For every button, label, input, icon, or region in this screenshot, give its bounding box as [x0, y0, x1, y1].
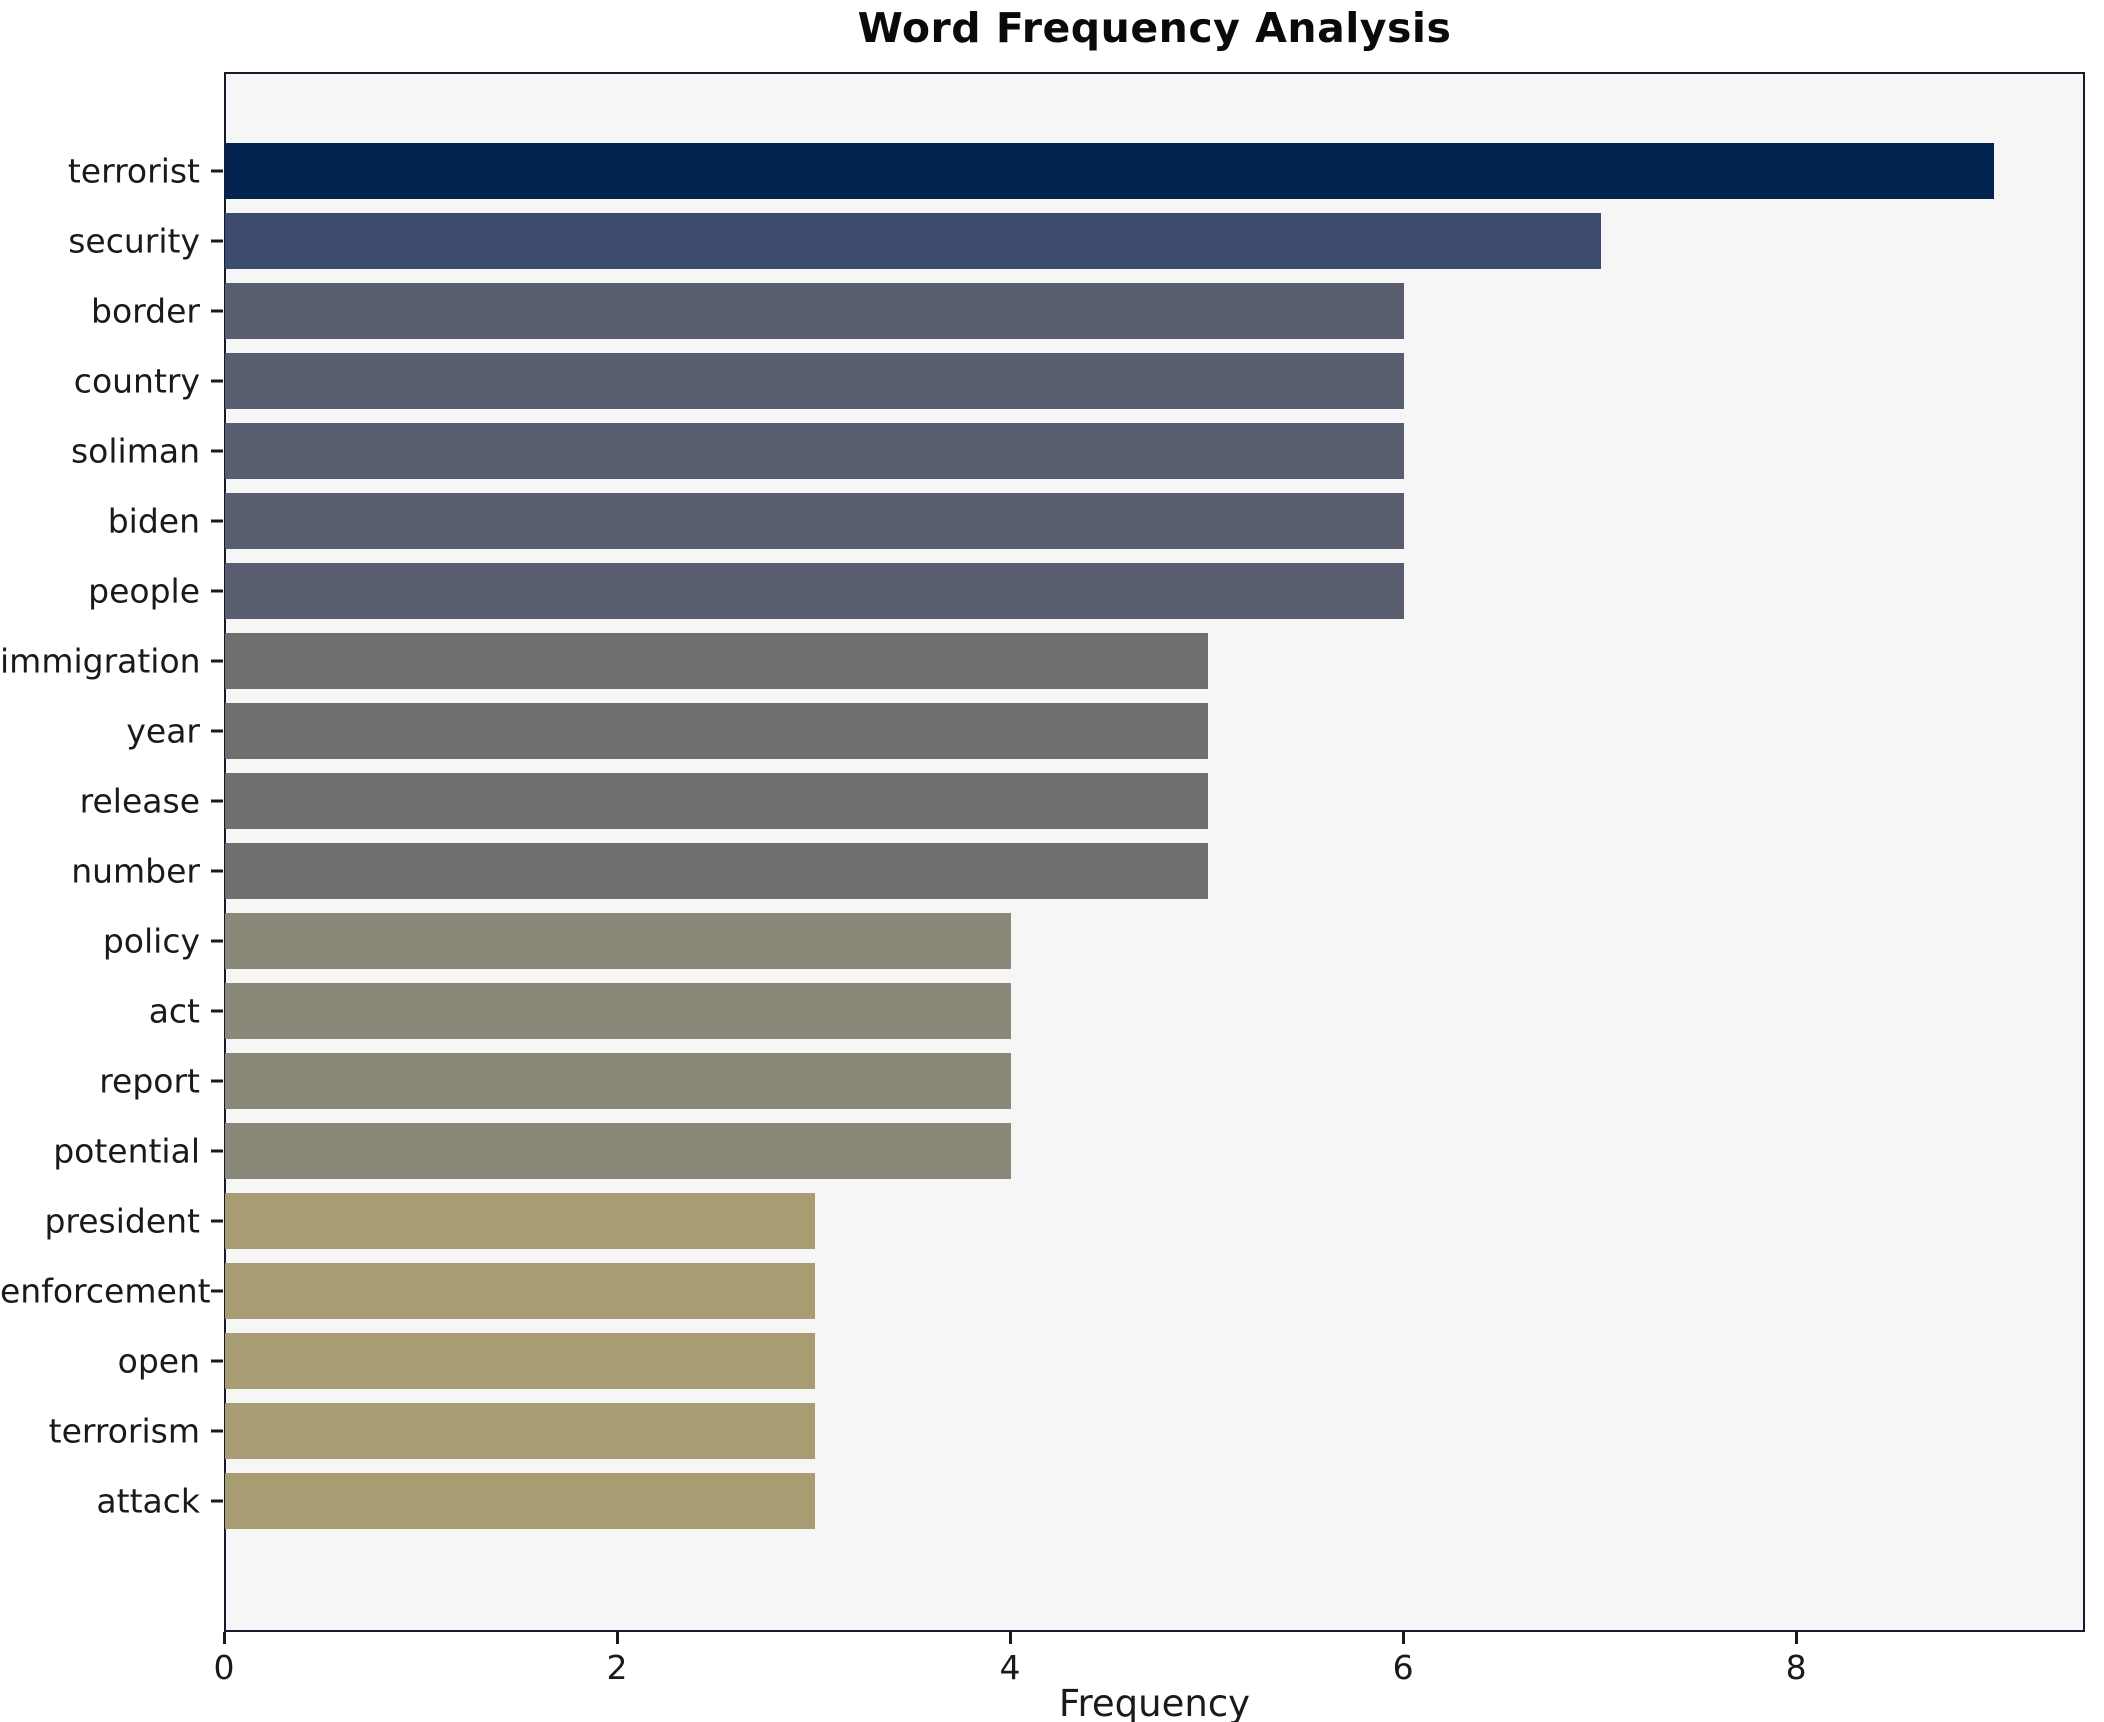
category-label: potential — [53, 1131, 200, 1171]
category-label: soliman — [70, 431, 200, 471]
y-tick-mark — [211, 1359, 223, 1363]
y-tick-mark — [211, 1499, 223, 1503]
category-label: act — [148, 991, 200, 1031]
frequency-bar — [225, 1263, 815, 1319]
frequency-bar — [225, 563, 1404, 619]
bar-row: country — [0, 346, 2104, 416]
y-tick-mark — [211, 449, 223, 453]
x-tick-label: 2 — [606, 1648, 628, 1687]
x-tick-mark — [1009, 1632, 1013, 1644]
bar-row: enforcement — [0, 1256, 2104, 1326]
x-tick-label: 8 — [1785, 1648, 1807, 1687]
bar-rows: terrorist security border country soliman bid… — [0, 136, 2104, 1536]
frequency-bar — [225, 773, 1208, 829]
category-label: country — [73, 361, 200, 401]
bar-row: report — [0, 1046, 2104, 1116]
x-tick-mark — [223, 1632, 226, 1644]
y-tick-mark — [211, 1219, 223, 1223]
category-label: people — [88, 571, 200, 611]
y-tick-mark — [211, 1149, 223, 1153]
category-label: open — [117, 1341, 200, 1381]
frequency-bar — [225, 423, 1404, 479]
category-label: border — [91, 291, 200, 331]
y-tick-mark — [211, 589, 223, 593]
frequency-bar — [225, 1473, 815, 1529]
x-tick-label: 0 — [213, 1648, 235, 1687]
category-label: policy — [102, 921, 200, 961]
category-label: biden — [107, 501, 200, 541]
y-tick-mark — [211, 1289, 223, 1293]
y-tick-mark — [211, 799, 223, 803]
category-label: enforcement — [0, 1271, 211, 1311]
category-label: year — [126, 711, 200, 751]
x-tick-mark — [616, 1632, 620, 1644]
category-label: attack — [96, 1481, 200, 1521]
frequency-bar — [225, 493, 1404, 549]
y-tick-mark — [211, 729, 223, 733]
bar-row: release — [0, 766, 2104, 836]
x-tick-mark — [1795, 1632, 1799, 1644]
frequency-bar — [225, 983, 1011, 1039]
y-tick-mark — [211, 169, 223, 173]
y-tick-mark — [211, 379, 223, 383]
category-label: release — [79, 781, 200, 821]
frequency-bar — [225, 1193, 815, 1249]
bar-row: soliman — [0, 416, 2104, 486]
bar-row: policy — [0, 906, 2104, 976]
y-tick-mark — [211, 239, 223, 243]
frequency-bar — [225, 843, 1208, 899]
bar-row: biden — [0, 486, 2104, 556]
frequency-bar — [225, 633, 1208, 689]
bar-row: potential — [0, 1116, 2104, 1186]
frequency-bar — [225, 1123, 1011, 1179]
bar-row: security — [0, 206, 2104, 276]
frequency-bar — [225, 703, 1208, 759]
category-label: security — [68, 221, 200, 261]
bar-row: terrorist — [0, 136, 2104, 206]
x-tick-label: 4 — [999, 1648, 1021, 1687]
category-label: terrorism — [48, 1411, 200, 1451]
y-tick-mark — [211, 1079, 223, 1083]
bar-row: president — [0, 1186, 2104, 1256]
bar-row: number — [0, 836, 2104, 906]
bar-row: people — [0, 556, 2104, 626]
y-tick-mark — [211, 869, 223, 873]
frequency-bar — [225, 353, 1404, 409]
bar-row: border — [0, 276, 2104, 346]
bar-row: immigration — [0, 626, 2104, 696]
category-label: report — [99, 1061, 200, 1101]
category-label: terrorist — [67, 151, 200, 191]
y-tick-mark — [211, 939, 223, 943]
frequency-bar — [225, 283, 1404, 339]
frequency-bar — [225, 213, 1601, 269]
frequency-bar — [225, 1403, 815, 1459]
category-label: number — [71, 851, 200, 891]
y-tick-mark — [211, 519, 223, 523]
frequency-bar — [225, 1333, 815, 1389]
y-tick-mark — [211, 1009, 223, 1013]
chart-title: Word Frequency Analysis — [857, 4, 1452, 52]
frequency-bar — [225, 143, 1994, 199]
x-tick-label: 6 — [1392, 1648, 1414, 1687]
frequency-bar — [225, 1053, 1011, 1109]
bar-row: open — [0, 1326, 2104, 1396]
bar-row: year — [0, 696, 2104, 766]
category-label: president — [44, 1201, 200, 1241]
y-tick-mark — [211, 309, 223, 313]
y-tick-mark — [211, 659, 223, 663]
bar-row: terrorism — [0, 1396, 2104, 1466]
x-tick-mark — [1402, 1632, 1406, 1644]
frequency-bar — [225, 913, 1011, 969]
y-tick-mark — [211, 1429, 223, 1433]
bar-row: attack — [0, 1466, 2104, 1536]
bar-row: act — [0, 976, 2104, 1046]
x-axis-label: Frequency — [1058, 1682, 1251, 1722]
category-label: immigration — [0, 641, 201, 681]
